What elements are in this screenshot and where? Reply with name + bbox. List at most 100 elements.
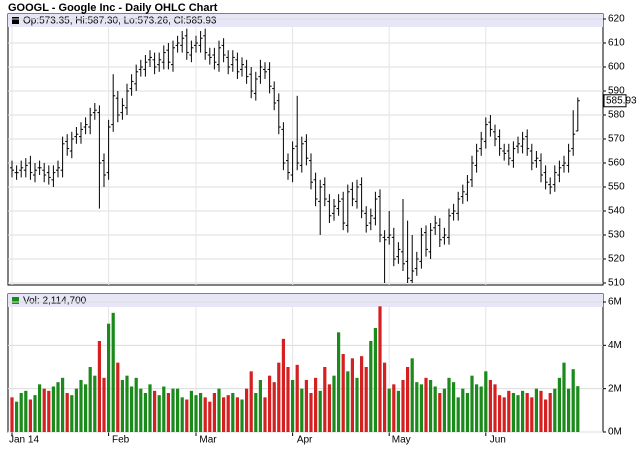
- volume-bar: [47, 390, 51, 432]
- volume-legend-bg: [8, 294, 603, 307]
- volume-bar: [521, 390, 525, 432]
- volume-bar: [475, 384, 479, 432]
- x-tick-label: Apr: [297, 435, 313, 446]
- volume-bar: [484, 371, 488, 432]
- volume-bar: [162, 386, 166, 432]
- volume-legend-swatch: [12, 297, 19, 304]
- volume-bar: [314, 377, 318, 432]
- volume-bar: [410, 358, 414, 432]
- x-tick-label: Jan 14: [9, 435, 39, 446]
- volume-bar: [240, 399, 244, 432]
- volume-bar: [153, 390, 157, 432]
- y-tick-label: 570: [608, 134, 625, 145]
- volume-bar: [373, 328, 377, 432]
- volume-bar: [268, 375, 272, 432]
- volume-bar: [102, 377, 106, 432]
- volume-bar: [406, 367, 410, 432]
- volume-bar: [97, 341, 101, 432]
- volume-bar: [212, 393, 216, 432]
- x-tick-label: May: [392, 435, 411, 446]
- volume-bar: [438, 393, 442, 432]
- volume-bar: [258, 380, 262, 432]
- volume-bar: [222, 397, 226, 432]
- volume-bar: [148, 384, 152, 432]
- volume-bar: [419, 384, 423, 432]
- volume-bar: [341, 354, 345, 432]
- y-tick-label: 580: [608, 110, 625, 121]
- chart-title: GOOGL - Google Inc - Daily OHLC Chart: [8, 2, 218, 14]
- volume-legend: Vol: 2,114,700: [23, 296, 87, 307]
- volume-bar: [70, 395, 74, 432]
- volume-bar: [470, 375, 474, 432]
- price-legend-bg: [8, 14, 603, 27]
- volume-bar: [291, 380, 295, 432]
- volume-bar: [245, 388, 249, 432]
- volume-bar: [553, 388, 557, 432]
- volume-bar: [176, 388, 180, 432]
- volume-bar: [530, 397, 534, 432]
- volume-bar: [378, 306, 382, 432]
- volume-bar: [254, 393, 258, 432]
- x-tick-label: Mar: [199, 435, 217, 446]
- y-tick-label: 540: [608, 206, 625, 217]
- volume-bar: [65, 393, 69, 432]
- volume-bar: [479, 386, 483, 432]
- volume-bar: [61, 377, 65, 432]
- y-tick-label: 550: [608, 182, 625, 193]
- y-tick-label: 530: [608, 230, 625, 241]
- volume-bar: [387, 388, 391, 432]
- y-tick-label: 520: [608, 254, 625, 265]
- volume-bar: [208, 401, 212, 432]
- volume-bar: [534, 388, 538, 432]
- volume-bar: [539, 390, 543, 432]
- y-tick-label: 4M: [608, 340, 622, 351]
- volume-bar: [15, 401, 19, 432]
- volume-bar: [360, 356, 364, 432]
- volume-bar: [217, 388, 221, 432]
- volume-bar: [502, 397, 506, 432]
- x-tick-label: Jun: [490, 435, 506, 446]
- volume-bar: [19, 393, 23, 432]
- volume-bar: [337, 332, 341, 432]
- volume-bar: [369, 341, 373, 432]
- volume-bar: [424, 377, 428, 432]
- volume-bar: [415, 382, 419, 432]
- volume-bar: [511, 393, 515, 432]
- y-tick-label: 0M: [608, 427, 622, 438]
- volume-bar: [571, 369, 575, 432]
- y-tick-label: 600: [608, 62, 625, 73]
- y-tick-label: 2M: [608, 383, 622, 394]
- volume-bar: [567, 388, 571, 432]
- volume-bar: [88, 367, 92, 432]
- volume-bar: [51, 386, 55, 432]
- volume-bar: [488, 380, 492, 432]
- volume-bar: [235, 397, 239, 432]
- volume-bar: [433, 386, 437, 432]
- volume-bar: [171, 388, 175, 432]
- volume-bar: [447, 377, 451, 432]
- y-tick-label: 620: [608, 14, 625, 25]
- volume-bar: [429, 380, 433, 432]
- volume-bar: [166, 393, 170, 432]
- volume-bar: [28, 399, 32, 432]
- volume-bar: [507, 390, 511, 432]
- volume-bar: [465, 393, 469, 432]
- volume-bar: [272, 382, 276, 432]
- volume-bar: [185, 399, 189, 432]
- volume-bar: [226, 395, 230, 432]
- volume-bar: [442, 388, 446, 432]
- volume-bar: [516, 395, 520, 432]
- y-tick-label: 610: [608, 38, 625, 49]
- volume-bar: [318, 390, 322, 432]
- volume-bar: [557, 377, 561, 432]
- volume-bar: [396, 390, 400, 432]
- volume-bar: [180, 397, 184, 432]
- volume-bar: [295, 364, 299, 432]
- volume-bar: [277, 362, 281, 432]
- volume-bar: [24, 390, 28, 432]
- x-tick-label: Feb: [112, 435, 130, 446]
- volume-bar: [327, 384, 331, 432]
- volume-bar: [107, 323, 111, 432]
- volume-bar: [332, 375, 336, 432]
